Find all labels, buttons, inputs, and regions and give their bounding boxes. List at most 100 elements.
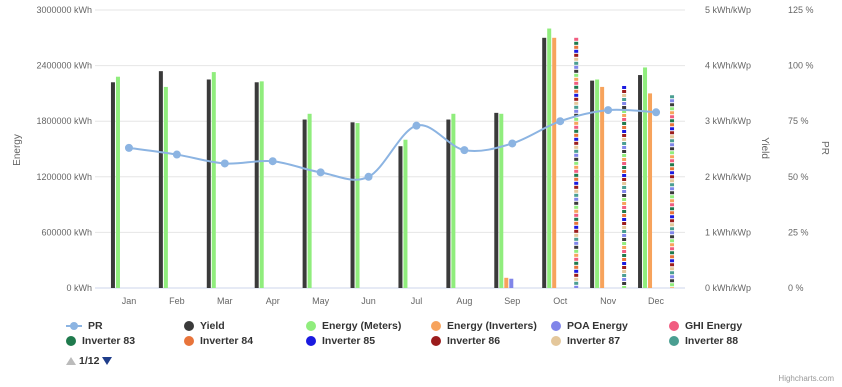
bar-yield[interactable] <box>542 37 547 288</box>
inverter-stripe[interactable] <box>574 197 579 201</box>
inverter-stripe[interactable] <box>670 283 675 287</box>
inverter-stripe[interactable] <box>670 207 675 211</box>
legend-item-inverter-84[interactable]: Inverter 84 <box>184 335 253 347</box>
striped-columns[interactable] <box>574 37 675 288</box>
inverter-stripe[interactable] <box>670 199 675 203</box>
inverter-stripe[interactable] <box>574 41 579 45</box>
inverter-stripe[interactable] <box>622 201 627 205</box>
inverter-stripe[interactable] <box>622 181 627 185</box>
inverter-stripe[interactable] <box>670 263 675 267</box>
inverter-stripe[interactable] <box>622 149 627 153</box>
inverter-stripe[interactable] <box>622 89 627 93</box>
inverter-stripe[interactable] <box>574 149 579 153</box>
legend-item-inverter-87[interactable]: Inverter 87 <box>551 335 620 347</box>
inverter-stripe[interactable] <box>622 217 627 221</box>
inverter-stripe[interactable] <box>670 235 675 239</box>
inverter-stripe[interactable] <box>574 201 579 205</box>
inverter-stripe[interactable] <box>622 109 627 113</box>
bar-energy-meters-[interactable] <box>547 28 552 289</box>
inverter-stripe[interactable] <box>574 121 579 125</box>
bar-energy-meters-[interactable] <box>499 113 504 288</box>
inverter-stripe[interactable] <box>622 273 627 277</box>
inverter-stripe[interactable] <box>670 123 675 127</box>
inverter-stripe[interactable] <box>670 155 675 159</box>
inverter-stripe[interactable] <box>574 49 579 53</box>
inverter-stripe[interactable] <box>574 221 579 225</box>
inverter-stripe[interactable] <box>622 265 627 269</box>
bar-yield[interactable] <box>110 82 115 288</box>
pr-point[interactable] <box>220 159 229 168</box>
inverter-stripe[interactable] <box>670 271 675 275</box>
inverter-stripe[interactable] <box>622 157 627 161</box>
inverter-stripe[interactable] <box>622 257 627 261</box>
inverter-stripe[interactable] <box>622 269 627 273</box>
inverter-stripe[interactable] <box>622 241 627 245</box>
inverter-stripe[interactable] <box>622 285 627 288</box>
bar-yield[interactable] <box>206 79 211 289</box>
inverter-stripe[interactable] <box>574 153 579 157</box>
inverter-stripe[interactable] <box>574 89 579 93</box>
inverter-stripe[interactable] <box>670 259 675 263</box>
inverter-stripe[interactable] <box>670 115 675 119</box>
inverter-stripe[interactable] <box>670 267 675 271</box>
inverter-stripe[interactable] <box>622 197 627 201</box>
inverter-stripe[interactable] <box>670 147 675 151</box>
inverter-stripe[interactable] <box>574 265 579 269</box>
legend-item-poa-energy[interactable]: POA Energy <box>551 320 628 332</box>
inverter-stripe[interactable] <box>574 169 579 173</box>
inverter-stripe[interactable] <box>574 285 579 288</box>
inverter-stripe[interactable] <box>574 85 579 89</box>
inverter-stripe[interactable] <box>574 213 579 217</box>
inverter-stripe[interactable] <box>622 221 627 225</box>
bar-yield[interactable] <box>158 71 163 288</box>
inverter-stripe[interactable] <box>622 233 627 237</box>
inverter-stripe[interactable] <box>574 261 579 265</box>
inverter-stripe[interactable] <box>622 125 627 129</box>
inverter-stripe[interactable] <box>622 169 627 173</box>
legend-item-ghi-energy[interactable]: GHI Energy <box>669 320 742 332</box>
inverter-stripe[interactable] <box>574 189 579 193</box>
inverter-stripe[interactable] <box>622 93 627 97</box>
inverter-stripe[interactable] <box>622 177 627 181</box>
inverter-stripe[interactable] <box>574 137 579 141</box>
legend-item-inverter-88[interactable]: Inverter 88 <box>669 335 738 347</box>
inverter-stripe[interactable] <box>670 111 675 115</box>
inverter-stripe[interactable] <box>622 85 627 89</box>
pr-point[interactable] <box>364 172 373 181</box>
pr-point[interactable] <box>460 146 469 155</box>
inverter-stripe[interactable] <box>574 233 579 237</box>
inverter-stripe[interactable] <box>670 243 675 247</box>
inverter-stripe[interactable] <box>622 105 627 109</box>
inverter-stripe[interactable] <box>622 249 627 253</box>
inverter-stripe[interactable] <box>670 139 675 143</box>
inverter-stripe[interactable] <box>670 103 675 107</box>
inverter-stripe[interactable] <box>574 109 579 113</box>
bar-energy-meters-[interactable] <box>211 72 216 288</box>
inverter-stripe[interactable] <box>574 281 579 285</box>
inverter-stripe[interactable] <box>670 239 675 243</box>
inverter-stripe[interactable] <box>622 245 627 249</box>
pr-point[interactable] <box>268 157 277 166</box>
bar-yield[interactable] <box>398 146 403 288</box>
inverter-stripe[interactable] <box>670 107 675 111</box>
inverter-stripe[interactable] <box>622 113 627 117</box>
inverter-stripe[interactable] <box>670 175 675 179</box>
inverter-stripe[interactable] <box>670 279 675 283</box>
inverter-stripe[interactable] <box>622 185 627 189</box>
inverter-stripe[interactable] <box>670 119 675 123</box>
pr-point[interactable] <box>652 108 661 117</box>
bar-energy-inverters-[interactable] <box>600 86 605 288</box>
inverter-stripe[interactable] <box>670 99 675 103</box>
legend-item-energy-inverters-[interactable]: Energy (Inverters) <box>431 320 537 332</box>
inverter-stripe[interactable] <box>622 117 627 121</box>
bar-yield[interactable] <box>590 80 595 288</box>
bar-energy-meters-[interactable] <box>403 139 408 288</box>
inverter-stripe[interactable] <box>574 145 579 149</box>
inverter-stripe[interactable] <box>622 281 627 285</box>
inverter-stripe[interactable] <box>574 193 579 197</box>
inverter-stripe[interactable] <box>622 261 627 265</box>
inverter-stripe[interactable] <box>670 219 675 223</box>
inverter-stripe[interactable] <box>574 57 579 61</box>
inverter-stripe[interactable] <box>670 143 675 147</box>
inverter-stripe[interactable] <box>574 101 579 105</box>
